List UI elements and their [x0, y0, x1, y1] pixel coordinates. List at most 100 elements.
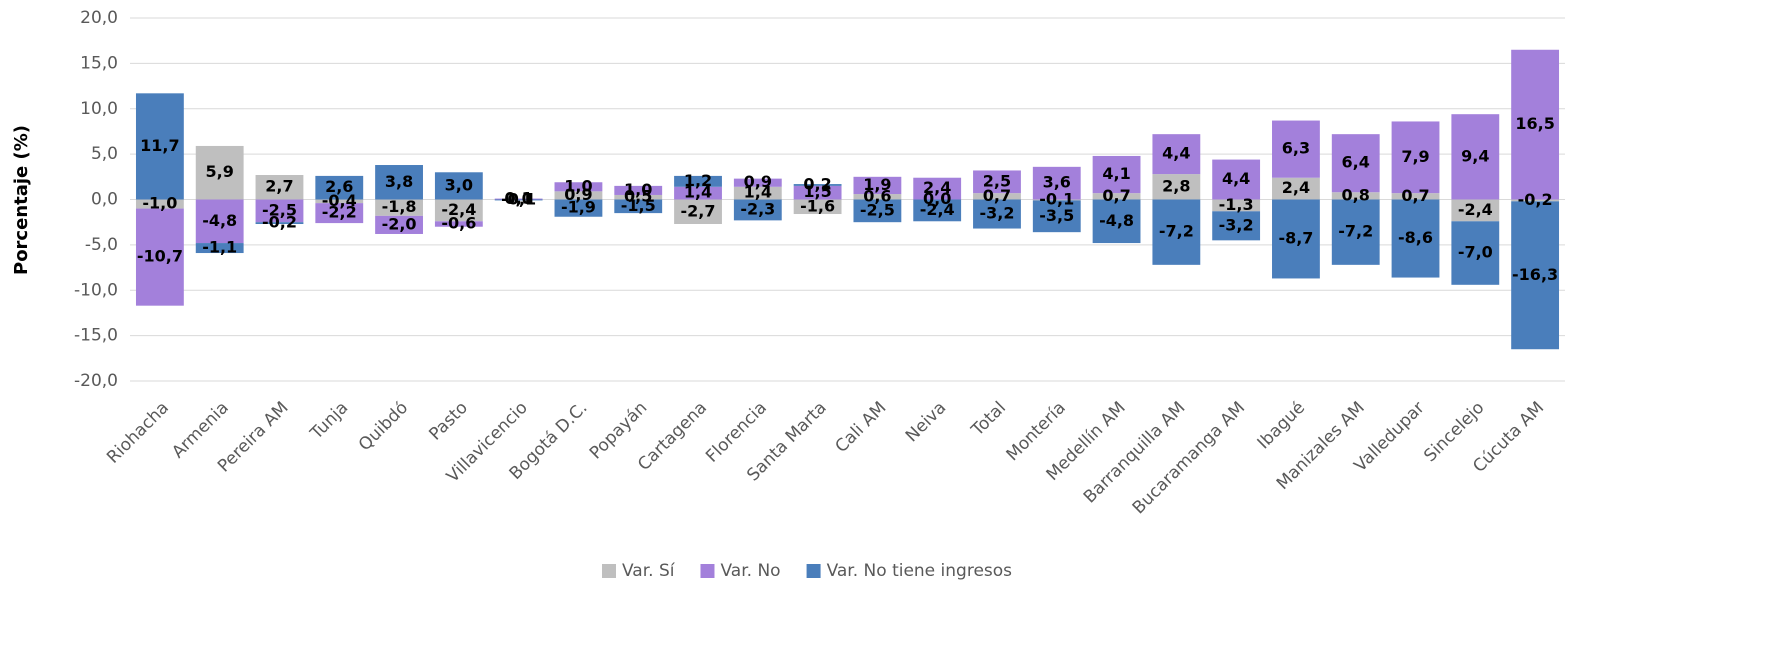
- data-label: -3,5: [1039, 206, 1074, 225]
- bar-segment: [913, 199, 962, 222]
- bar-segment: [315, 175, 364, 200]
- bar-segment: [674, 175, 722, 187]
- data-label: 3,0: [445, 175, 473, 194]
- data-label: -0,2: [1518, 190, 1553, 209]
- data-label: 1,4: [684, 183, 712, 202]
- legend-swatch: [700, 564, 715, 578]
- data-label: -0,1: [1039, 189, 1074, 208]
- bar-segment: [1331, 199, 1380, 265]
- x-tick-label: Total: [967, 398, 1010, 441]
- bar-segment: [793, 199, 842, 215]
- data-label: 2,4: [923, 178, 951, 197]
- bar-segment: [674, 199, 722, 225]
- data-label: 0,5: [624, 187, 652, 206]
- data-label: -0,6: [441, 214, 476, 233]
- data-label: 1,9: [863, 175, 891, 194]
- bar-segment: [434, 172, 483, 200]
- bar-segment: [135, 93, 184, 200]
- bar-segment: [853, 199, 902, 223]
- bar-segment: [733, 178, 782, 187]
- y-tick-label: -10,0: [74, 280, 118, 300]
- bar-segment: [315, 199, 364, 204]
- bar-segment: [1212, 159, 1261, 200]
- data-label: 2,8: [1162, 176, 1190, 195]
- bar-segment: [1511, 199, 1560, 202]
- bar-segment: [1511, 49, 1560, 200]
- bar-segment: [195, 199, 244, 244]
- data-label: 6,3: [1282, 139, 1310, 158]
- data-label: -8,6: [1398, 228, 1433, 247]
- x-tick-label: Barranquilla AM: [1080, 398, 1189, 507]
- bar-segment: [1032, 199, 1081, 201]
- data-label: 4,4: [1162, 144, 1190, 163]
- bar-segment: [135, 208, 184, 306]
- bar-segment: [1092, 199, 1141, 244]
- x-tick-label: Pasto: [425, 398, 472, 445]
- data-label: 0,2: [803, 174, 831, 193]
- bar-segment: [554, 182, 603, 192]
- bar-segment: [853, 194, 902, 200]
- data-label: -2,4: [441, 200, 476, 219]
- bar-segment: [1152, 199, 1201, 265]
- bar-segment: [1391, 193, 1440, 200]
- data-label: 1,5: [803, 182, 831, 201]
- data-label: 0,9: [744, 172, 772, 191]
- bar-segment: [1451, 221, 1500, 285]
- bar-segment: [853, 176, 902, 195]
- data-label: 0,8: [1342, 185, 1370, 204]
- data-label: 16,5: [1515, 114, 1554, 133]
- data-label: -1,5: [621, 196, 656, 215]
- y-tick-label: 5,0: [91, 144, 118, 164]
- bar-segment: [733, 199, 782, 221]
- data-label: 4,1: [1102, 164, 1130, 183]
- data-label: -1,0: [142, 194, 177, 213]
- data-label: -2,7: [681, 201, 716, 220]
- data-label: -7,2: [1338, 222, 1373, 241]
- bar-segment: [1032, 166, 1081, 200]
- data-label: 0,0: [923, 189, 951, 208]
- data-label: 3,8: [385, 172, 413, 191]
- data-label: 4,4: [1222, 169, 1250, 188]
- data-label: 1,4: [744, 183, 772, 202]
- bar-segment: [614, 194, 663, 200]
- legend-label: Var. Sí: [622, 561, 676, 581]
- bar-segment: [1152, 174, 1201, 200]
- data-label: -3,2: [979, 204, 1014, 223]
- data-label: 6,4: [1342, 153, 1370, 172]
- bar-segment: [1032, 200, 1081, 233]
- bar-segment: [1092, 155, 1141, 194]
- x-tick-label: Quibdó: [355, 398, 412, 455]
- bar-segment: [255, 199, 304, 223]
- bar-segment: [1092, 193, 1141, 200]
- data-label: 2,7: [265, 177, 293, 196]
- x-tick-label: Riohacha: [103, 398, 173, 468]
- data-label: 5,9: [206, 162, 234, 181]
- bar-segment: [255, 222, 304, 225]
- legend-swatch: [806, 564, 821, 578]
- data-label: 11,7: [140, 136, 179, 155]
- bar-segment: [375, 215, 423, 234]
- x-tick-label: Cali AM: [831, 398, 890, 457]
- data-label: -1,9: [561, 198, 596, 217]
- y-tick-label: 10,0: [80, 99, 118, 119]
- data-label: 3,6: [1043, 173, 1071, 192]
- data-label: -3,2: [1219, 215, 1254, 234]
- bar-segment: [913, 177, 962, 200]
- x-tick-label: Neiva: [902, 398, 950, 446]
- bar-segment: [554, 191, 603, 200]
- data-label: -7,2: [1159, 222, 1194, 241]
- bar-segment: [195, 145, 244, 200]
- data-label: 2,4: [1282, 178, 1310, 197]
- bar-segment: [434, 199, 483, 222]
- bar-segment: [135, 199, 184, 209]
- bar-segment: [1391, 121, 1440, 194]
- bar-segment: [614, 185, 663, 195]
- data-label: -4,8: [202, 211, 237, 230]
- y-tick-label: 20,0: [80, 8, 118, 28]
- data-label: -1,3: [1219, 195, 1254, 214]
- bar-segment: [434, 221, 483, 227]
- data-label: 2,6: [325, 177, 353, 196]
- bar-segment: [1212, 199, 1261, 212]
- data-label: 1,0: [624, 180, 652, 199]
